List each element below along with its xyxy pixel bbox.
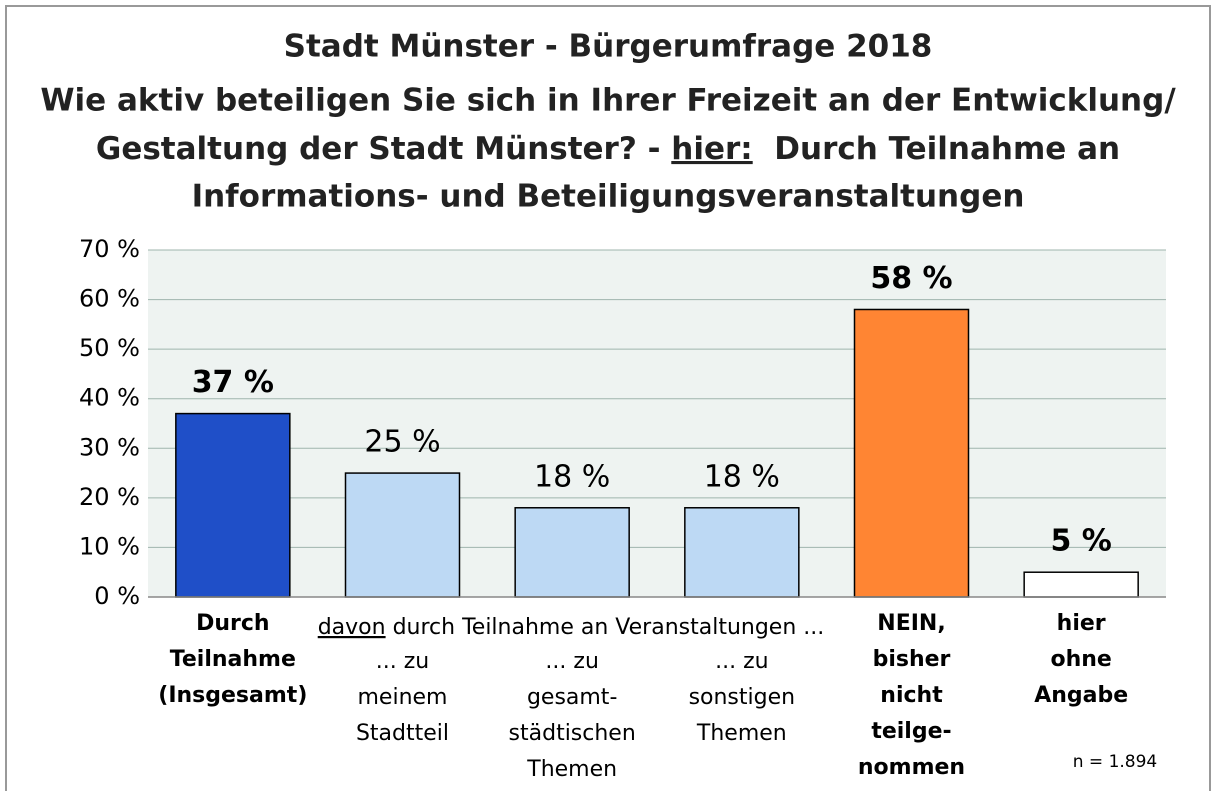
chart-title: Stadt Münster - Bürgerumfrage 2018 bbox=[284, 29, 933, 65]
y-tick-label: 10 % bbox=[79, 532, 140, 560]
bar bbox=[684, 507, 800, 598]
y-tick-label: 50 % bbox=[79, 334, 140, 362]
bar bbox=[853, 308, 970, 598]
group-label-part: durch Teilnahme an Veranstaltungen ... bbox=[386, 615, 825, 640]
title-part: Durch Teilnahme an bbox=[753, 131, 1120, 167]
value-label: 58 % bbox=[870, 261, 952, 296]
title-part: Gestaltung der Stadt Münster? - bbox=[96, 131, 671, 167]
title-part: hier: bbox=[671, 131, 752, 167]
x-tick-label: (Insgesamt) bbox=[158, 683, 307, 708]
x-tick-label: hier bbox=[1057, 611, 1106, 636]
x-tick-label: städtischen bbox=[509, 721, 636, 746]
x-tick-label: teilge- bbox=[871, 719, 951, 744]
y-tick-label: 30 % bbox=[79, 433, 140, 461]
y-tick-label: 0 % bbox=[94, 582, 140, 610]
x-tick-label: sonstigen bbox=[689, 685, 796, 710]
x-tick-label: NEIN, bbox=[877, 611, 945, 636]
x-tick-label: gesamt- bbox=[527, 685, 617, 710]
group-label-part: davon bbox=[318, 615, 386, 640]
bar bbox=[1023, 571, 1139, 598]
bar bbox=[175, 412, 291, 598]
value-label: 18 % bbox=[704, 459, 780, 494]
y-tick-label: 70 % bbox=[79, 235, 140, 263]
plot-area bbox=[148, 250, 1166, 597]
y-tick-label: 20 % bbox=[79, 483, 140, 511]
x-tick-label: Angabe bbox=[1034, 683, 1128, 708]
y-tick-label: 60 % bbox=[79, 285, 140, 313]
x-tick-label: Teilnahme bbox=[170, 647, 296, 672]
x-tick-label: ... zu bbox=[376, 649, 429, 674]
annotation: n = 1.894 bbox=[1073, 752, 1158, 772]
x-tick-label: ohne bbox=[1050, 647, 1111, 672]
x-tick-label: nommen bbox=[858, 755, 965, 780]
x-tick-label: ... zu bbox=[545, 649, 598, 674]
x-tick-label: Themen bbox=[696, 721, 787, 746]
x-tick-label: Stadtteil bbox=[356, 721, 449, 746]
x-tick-label: bisher bbox=[873, 647, 951, 672]
chart-title: Informations- und Beteiligungsveranstalt… bbox=[192, 179, 1025, 215]
value-label: 5 % bbox=[1050, 524, 1111, 559]
value-label: 18 % bbox=[534, 459, 610, 494]
x-tick-label: ... zu bbox=[715, 649, 768, 674]
bar bbox=[514, 507, 630, 598]
chart-title: Wie aktiv beteiligen Sie sich in Ihrer F… bbox=[40, 83, 1176, 119]
x-tick-label: Themen bbox=[526, 757, 617, 782]
y-tick-label: 40 % bbox=[79, 384, 140, 412]
value-label: 37 % bbox=[192, 365, 274, 400]
x-tick-label: nicht bbox=[880, 683, 943, 708]
x-tick-label: meinem bbox=[358, 685, 448, 710]
value-label: 25 % bbox=[364, 425, 440, 460]
group-label: davon durch Teilnahme an Veranstaltungen… bbox=[318, 615, 825, 640]
chart-title: Gestaltung der Stadt Münster? - hier: Du… bbox=[96, 131, 1120, 167]
x-tick-label: Durch bbox=[196, 611, 269, 636]
bar bbox=[344, 472, 461, 598]
